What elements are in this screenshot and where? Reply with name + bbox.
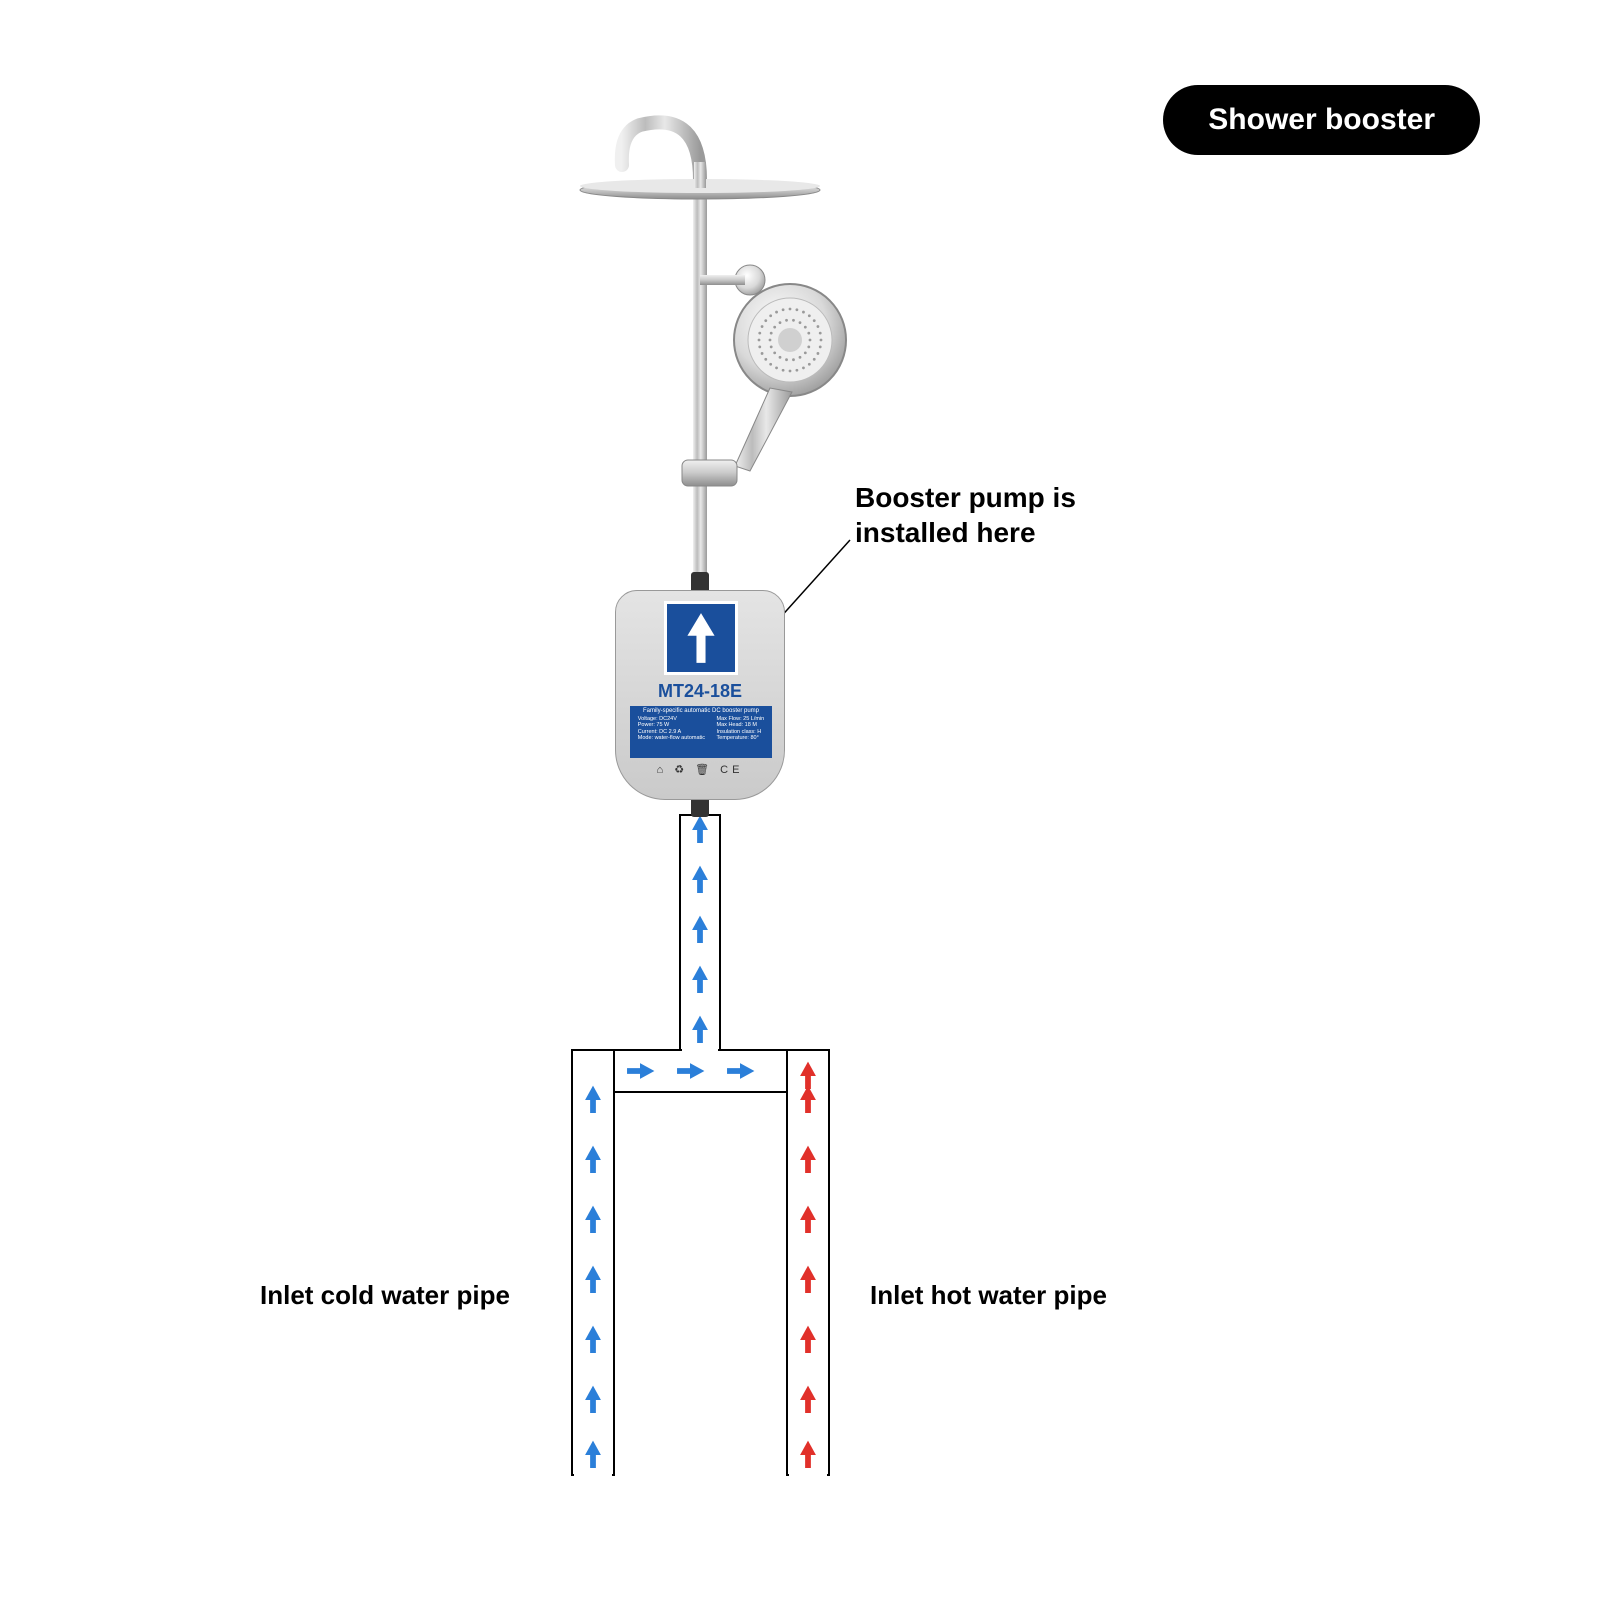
pump-desc: Family-specific automatic DC booster pum… <box>632 708 770 715</box>
diagram-svg <box>0 0 1600 1600</box>
pump-model-number: MT24-18E <box>616 681 784 702</box>
rain-shower-head <box>580 181 820 199</box>
pump-annotation: Booster pump isinstalled here <box>855 480 1076 550</box>
diverter-knob <box>735 265 765 295</box>
hot-pipe-label: Inlet hot water pipe <box>870 1280 1107 1311</box>
rain-head-stem <box>694 162 706 188</box>
pump-cert-icons: ⌂ ♻ 🗑 CE <box>616 763 784 776</box>
title-badge: Shower booster <box>1163 85 1480 155</box>
diverter-arm <box>700 275 745 285</box>
riser-pipe <box>693 180 707 590</box>
pump-spec-label: Family-specific automatic DC booster pum… <box>630 706 772 758</box>
slide-bracket <box>682 460 737 486</box>
hand-shower-handle <box>735 388 792 471</box>
pump-flow-arrow-panel <box>664 601 738 675</box>
faucet-spout <box>622 122 700 180</box>
hand-shower-face <box>748 298 832 382</box>
rain-shower-head-top <box>580 179 820 193</box>
hand-shower-head <box>734 284 846 396</box>
hand-shower-hub <box>778 328 802 352</box>
title-badge-text: Shower booster <box>1208 103 1435 136</box>
booster-pump: MT24-18E Family-specific automatic DC bo… <box>615 590 785 800</box>
cold-pipe-label: Inlet cold water pipe <box>260 1280 510 1311</box>
pump-annotation-text: Booster pump isinstalled here <box>855 482 1076 548</box>
